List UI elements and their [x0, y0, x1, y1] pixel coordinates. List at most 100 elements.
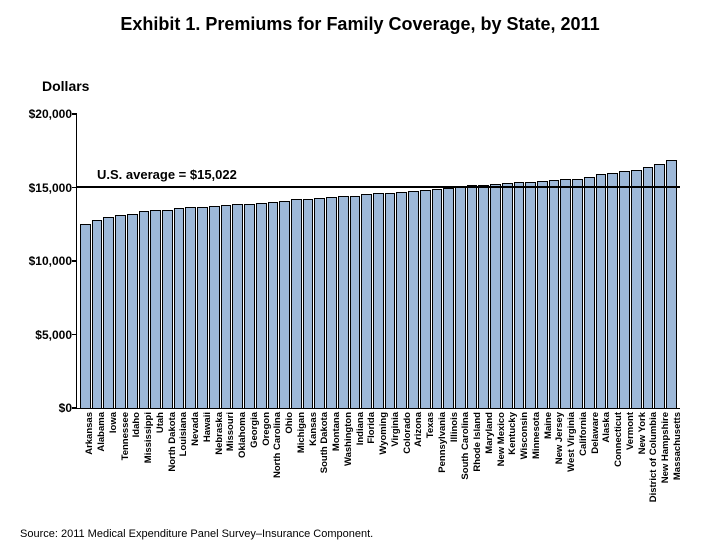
- bar: [361, 194, 372, 408]
- x-tick-label: Nevada: [190, 412, 201, 446]
- x-tick-label: Alaska: [601, 412, 612, 443]
- x-tick-label: North Dakota: [167, 412, 178, 472]
- x-tick-label: Wisconsin: [519, 412, 530, 459]
- x-tick-label: Oklahoma: [237, 412, 248, 458]
- bar: [92, 220, 103, 408]
- y-tick-label: $10,000: [17, 254, 72, 268]
- bar: [490, 184, 501, 408]
- bar: [631, 170, 642, 408]
- bar: [619, 171, 630, 408]
- x-tick-label: New Mexico: [496, 412, 507, 466]
- chart-title: Exhibit 1. Premiums for Family Coverage,…: [0, 14, 720, 35]
- x-tick-label: Kansas: [308, 412, 319, 446]
- bar: [303, 199, 314, 408]
- bar: [350, 196, 361, 408]
- bar: [279, 201, 290, 408]
- bar: [244, 204, 255, 408]
- bars-container: [77, 114, 680, 408]
- x-tick-label: Wyoming: [378, 412, 389, 455]
- bar: [268, 202, 279, 408]
- bar: [560, 179, 571, 408]
- x-tick-label: Rhode Island: [472, 412, 483, 472]
- bar: [572, 179, 583, 408]
- bar: [525, 182, 536, 408]
- y-tick-label: $15,000: [17, 181, 72, 195]
- bar: [455, 186, 466, 408]
- bar: [584, 177, 595, 408]
- x-tick-label: Illinois: [449, 412, 460, 442]
- x-tick-label: California: [578, 412, 589, 456]
- reference-line: [77, 186, 680, 188]
- bar: [185, 207, 196, 408]
- x-tick-label: Maryland: [484, 412, 495, 454]
- bar: [221, 205, 232, 408]
- x-tick-label: Georgia: [249, 412, 260, 448]
- bar: [80, 224, 91, 408]
- x-tick-label: Minnesota: [531, 412, 542, 459]
- x-tick-label: Texas: [425, 412, 436, 438]
- bar: [596, 174, 607, 408]
- x-tick-label: Arizona: [413, 412, 424, 447]
- x-tick-label: West Virginia: [566, 412, 577, 472]
- x-tick-label: District of Columbia: [648, 412, 659, 502]
- x-tick-label: Alabama: [96, 412, 107, 452]
- x-tick-label: Massachusetts: [672, 412, 683, 480]
- x-tick-label: Hawaii: [202, 412, 213, 442]
- x-tick-label: Pennsylvania: [437, 412, 448, 473]
- bar: [643, 167, 654, 408]
- source-note: Source: 2011 Medical Expenditure Panel S…: [20, 528, 373, 540]
- x-tick-label: Idaho: [131, 412, 142, 437]
- x-tick-label: Utah: [155, 412, 166, 433]
- bar: [502, 183, 513, 408]
- bar: [197, 207, 208, 408]
- x-tick-label: New York: [637, 412, 648, 454]
- bar: [291, 199, 302, 408]
- x-tick-label: Florida: [366, 412, 377, 444]
- bar: [103, 217, 114, 408]
- x-tick-label: South Dakota: [319, 412, 330, 473]
- x-tick-label: Michigan: [296, 412, 307, 453]
- bar: [666, 160, 677, 408]
- x-tick-label: New Hampshire: [660, 412, 671, 483]
- x-tick-label: Kentucky: [507, 412, 518, 455]
- bar: [162, 210, 173, 408]
- x-tick-label: Nebraska: [214, 412, 225, 455]
- chart-area: $0$5,000$10,000$15,000$20,000 U.S. avera…: [76, 114, 680, 409]
- bar: [385, 193, 396, 408]
- bar: [150, 210, 161, 408]
- bar: [139, 211, 150, 408]
- y-tick-label: $20,000: [17, 107, 72, 121]
- bar: [326, 197, 337, 408]
- x-tick-label: Louisiana: [178, 412, 189, 456]
- x-tick-label: Delaware: [590, 412, 601, 454]
- x-tick-label: Indiana: [355, 412, 366, 445]
- x-tick-label: Missouri: [225, 412, 236, 451]
- bar: [549, 180, 560, 408]
- bar: [256, 203, 267, 408]
- x-tick-label: Tennessee: [120, 412, 131, 460]
- x-tick-label: Ohio: [284, 412, 295, 434]
- x-tick-label: Arkansas: [84, 412, 95, 455]
- reference-line-label: U.S. average = $15,022: [97, 167, 237, 182]
- x-tick-label: Colorado: [402, 412, 413, 454]
- bar: [607, 173, 618, 408]
- x-tick-label: Vermont: [625, 412, 636, 450]
- x-tick-label: Mississippi: [143, 412, 154, 463]
- bar: [654, 164, 665, 408]
- bar: [537, 181, 548, 408]
- bar: [115, 215, 126, 408]
- bar: [232, 204, 243, 408]
- bar: [338, 196, 349, 408]
- bar: [478, 185, 489, 408]
- bar: [432, 189, 443, 408]
- x-tick-label: North Carolina: [272, 412, 283, 478]
- bar: [373, 193, 384, 408]
- bar: [408, 191, 419, 408]
- x-tick-label: Connecticut: [613, 412, 624, 467]
- y-tick-label: $5,000: [17, 328, 72, 342]
- x-tick-label: Oregon: [261, 412, 272, 446]
- bar: [174, 208, 185, 408]
- bar: [127, 214, 138, 408]
- bar: [314, 198, 325, 408]
- x-tick-label: South Carolina: [460, 412, 471, 480]
